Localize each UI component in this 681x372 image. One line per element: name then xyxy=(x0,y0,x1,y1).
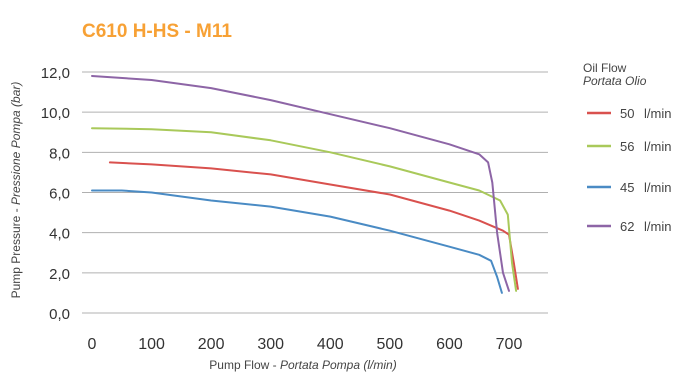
legend-unit-62: l/min xyxy=(644,219,671,234)
series-line-56 xyxy=(91,127,518,292)
legend-unit-56: l/min xyxy=(644,139,671,154)
legend-label-50: 50 xyxy=(620,106,634,121)
series-line-50 xyxy=(108,161,519,290)
y-axis-label-italic: Pressione Pompa (bar) xyxy=(9,82,23,205)
x-axis-label-main: Pump Flow - xyxy=(209,358,280,372)
x-tick-label: 200 xyxy=(198,336,225,353)
series-line-62 xyxy=(91,75,510,292)
y-axis-label: Pump Pressure - Pressione Pompa (bar) xyxy=(9,82,23,299)
y-tick-label: 2,0 xyxy=(49,266,70,283)
x-tick-labels: 0 100 200 300 400 500 600 700 xyxy=(88,336,523,353)
x-tick-label: 100 xyxy=(138,336,165,353)
y-tick-label: 10,0 xyxy=(41,105,70,122)
legend-unit-50: l/min xyxy=(644,106,671,121)
x-axis-label-italic: Portata Pompa (l/min) xyxy=(280,358,397,372)
legend-label-45: 45 xyxy=(620,180,634,195)
x-tick-label: 600 xyxy=(436,336,463,353)
y-tick-label: 12,0 xyxy=(41,65,70,82)
y-tick-labels: 0,0 2,0 4,0 6,0 8,0 10,0 12,0 xyxy=(41,65,70,323)
series-lines xyxy=(91,75,519,294)
legend-label-56: 56 xyxy=(620,139,634,154)
series-line-45 xyxy=(91,189,503,294)
legend-label-62: 62 xyxy=(620,219,634,234)
y-tick-label: 4,0 xyxy=(49,226,70,243)
grid-lines xyxy=(82,71,548,314)
x-tick-label: 500 xyxy=(377,336,404,353)
y-axis-label-main: Pump Pressure - xyxy=(9,205,23,298)
legend-subtitle: Portata Olio xyxy=(583,74,647,88)
legend: Oil Flow Portata Olio 50 l/min 56 l/min 45 l/… xyxy=(583,61,671,234)
x-tick-label: 700 xyxy=(496,336,523,353)
x-axis-label: Pump Flow - Portata Pompa (l/min) xyxy=(209,358,396,372)
chart-title: C610 H-HS - M11 xyxy=(82,21,232,42)
legend-unit-45: l/min xyxy=(644,180,671,195)
legend-title: Oil Flow xyxy=(583,61,627,75)
legend-items: 50 l/min 56 l/min 45 l/min 62 l/min xyxy=(587,106,671,234)
x-tick-label: 400 xyxy=(317,336,344,353)
x-tick-label: 300 xyxy=(257,336,284,353)
y-tick-label: 8,0 xyxy=(49,145,70,162)
x-tick-label: 0 xyxy=(88,336,97,353)
y-tick-label: 6,0 xyxy=(49,186,70,203)
y-tick-label: 0,0 xyxy=(49,306,70,323)
